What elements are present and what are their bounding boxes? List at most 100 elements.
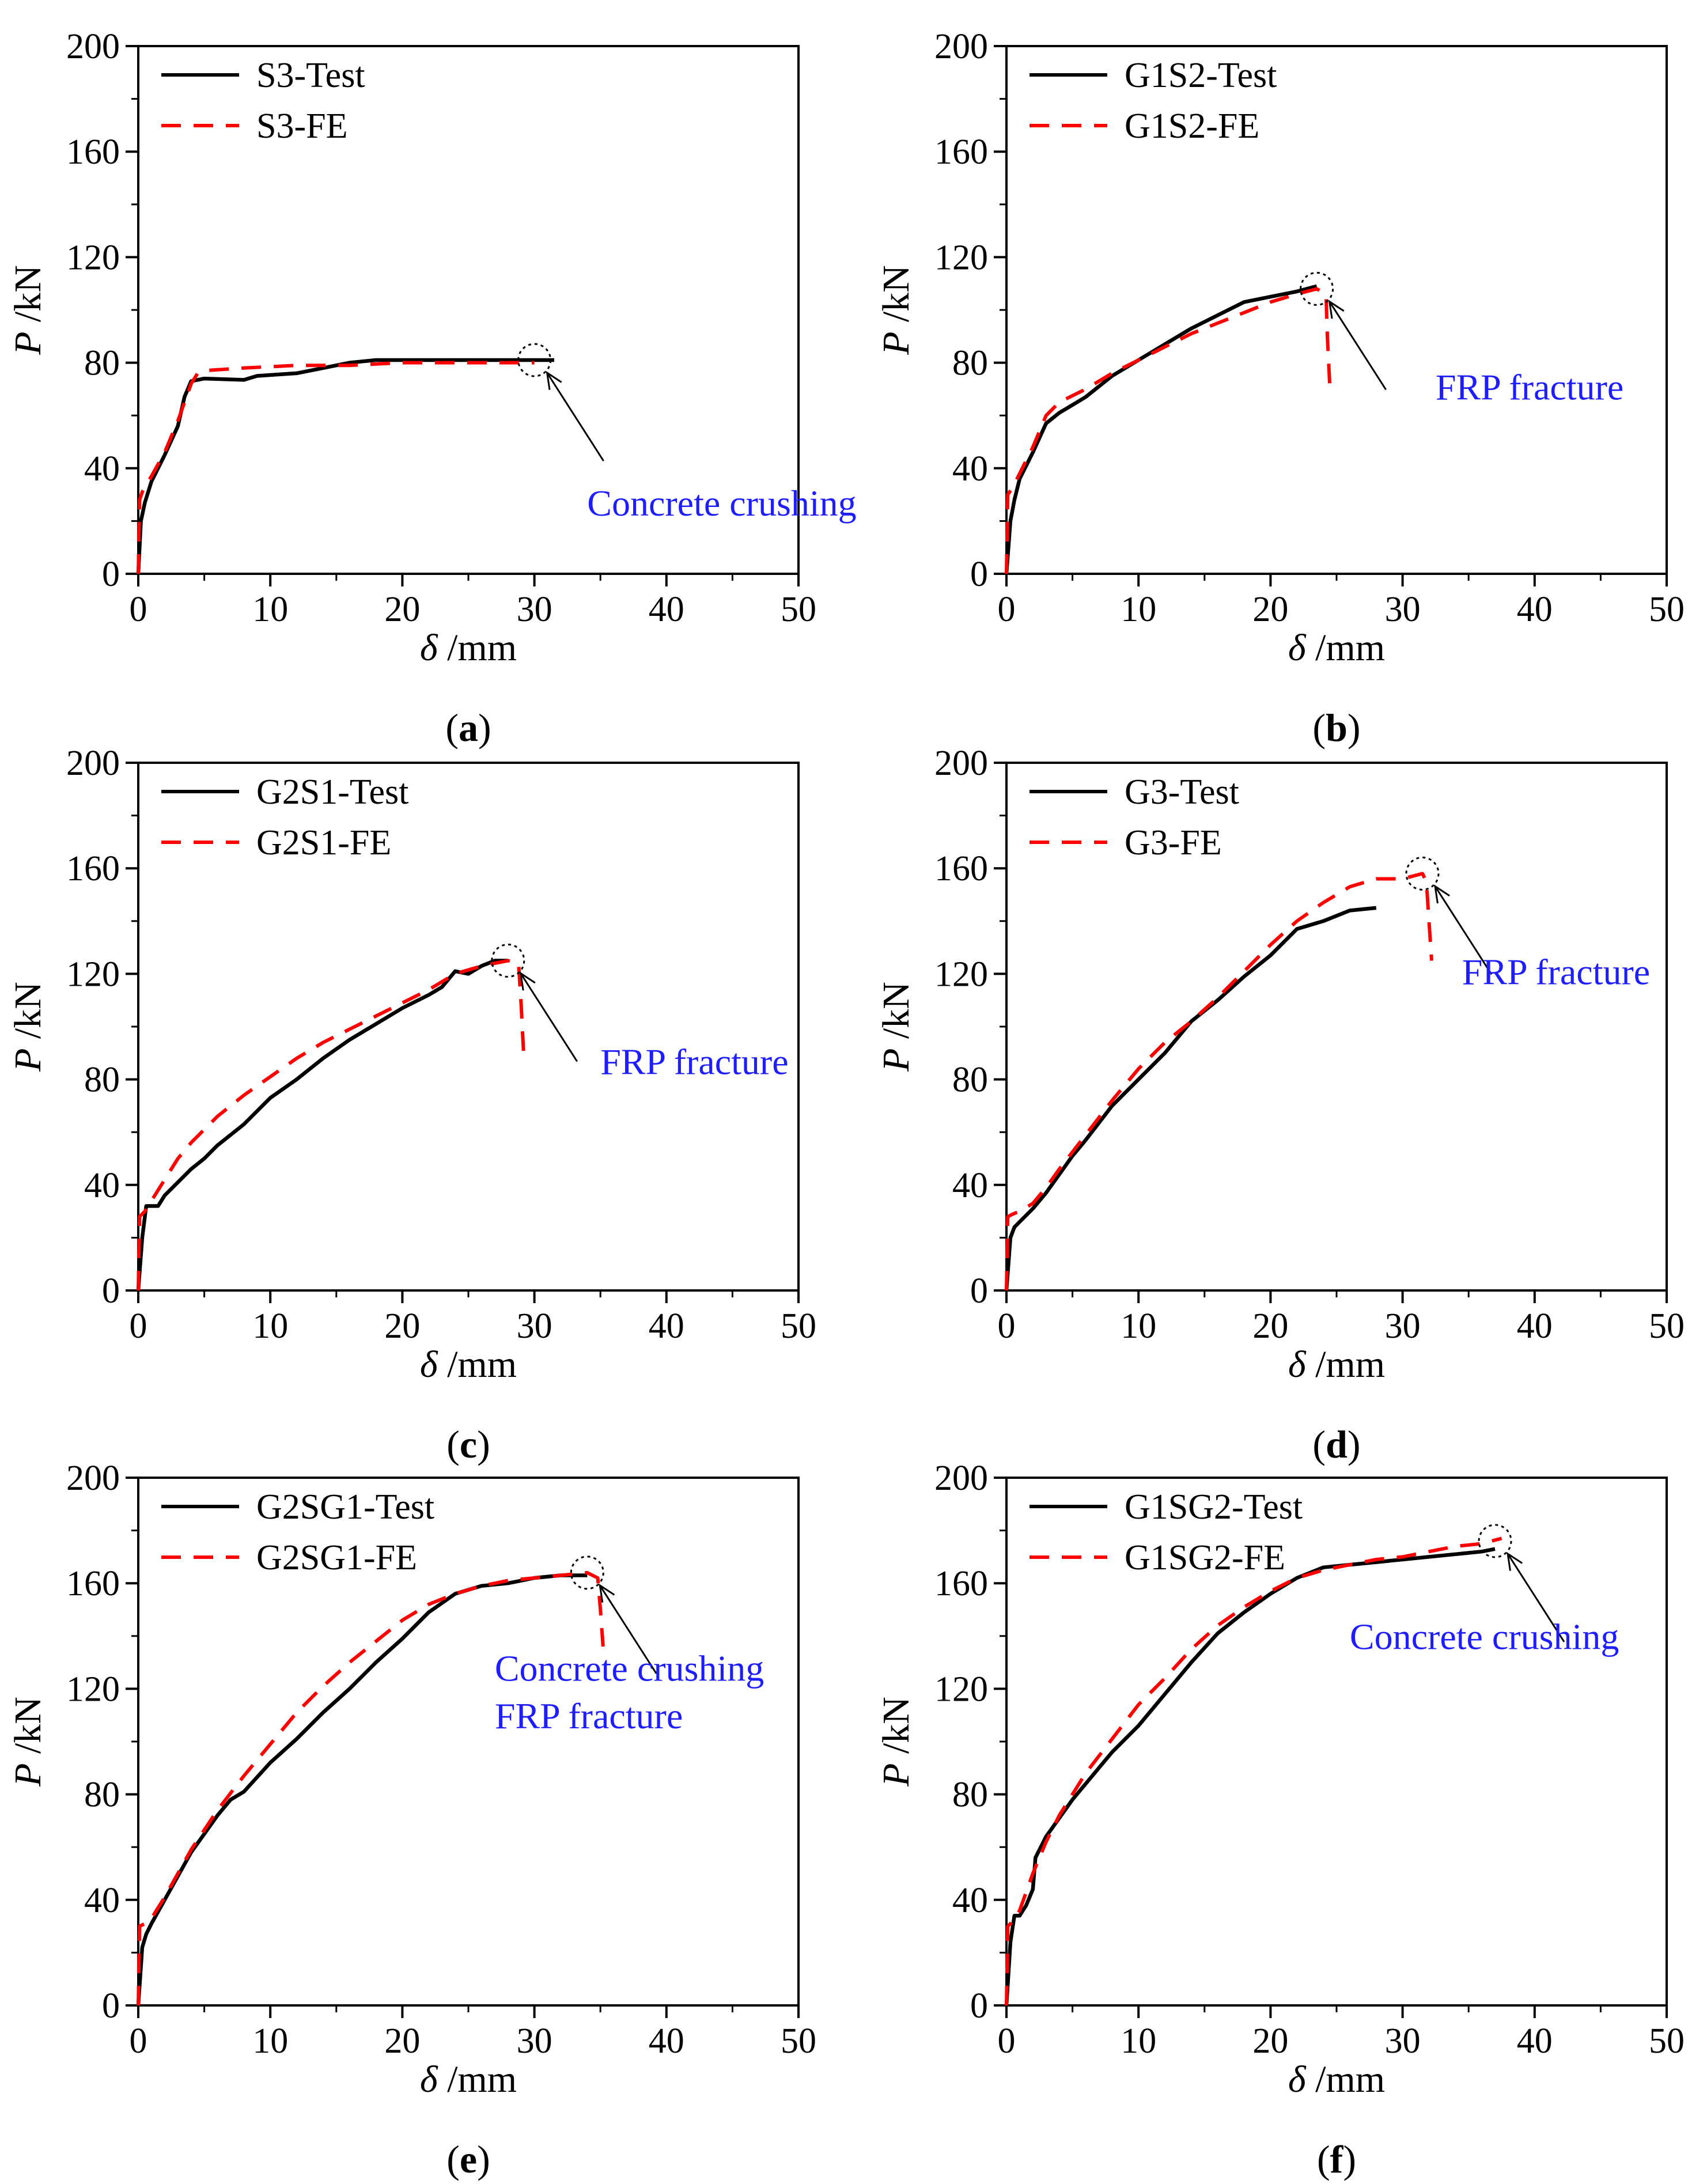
y-tick-label: 200 bbox=[934, 744, 988, 783]
annotation-label: Concrete crushing bbox=[587, 483, 856, 524]
x-tick-label: 10 bbox=[252, 590, 288, 629]
y-tick-label: 200 bbox=[66, 744, 120, 783]
panel-label: (f) bbox=[1317, 2137, 1356, 2181]
series-line-fe bbox=[1005, 287, 1332, 574]
series-line-fe bbox=[137, 959, 526, 1291]
chart-panel-c: 0 10 20 30 40 50 0 40 80 120 160 200 δ /mm P /kN G2S1-… bbox=[7, 744, 816, 1466]
series-line-fe bbox=[137, 361, 535, 574]
panel-label: (e) bbox=[446, 2137, 490, 2181]
y-axis-title: P /kN bbox=[875, 1697, 917, 1787]
annotation-label: FRP fracture bbox=[600, 1041, 788, 1082]
y-tick-label: 40 bbox=[952, 449, 988, 489]
y-tick-label: 80 bbox=[84, 1776, 120, 1815]
legend-label: S3-Test bbox=[256, 56, 365, 95]
series-line-test bbox=[1004, 906, 1377, 1291]
y-tick-label: 40 bbox=[952, 1166, 988, 1205]
panel-label: (a) bbox=[445, 706, 491, 750]
y-tick-label: 120 bbox=[66, 238, 120, 277]
annotation-circle bbox=[1405, 856, 1440, 891]
x-tick-label: 0 bbox=[130, 2022, 147, 2061]
y-tick-label: 0 bbox=[102, 1986, 120, 2026]
annotation-label: FRP fracture bbox=[1462, 952, 1650, 993]
series-line-fe bbox=[1005, 872, 1433, 1291]
y-tick-label: 40 bbox=[84, 1166, 120, 1205]
y-tick-label: 160 bbox=[66, 849, 120, 888]
chart-panel-e: 0 10 20 30 40 50 0 40 80 120 160 200 δ /mm P /kN G2SG1… bbox=[7, 1459, 816, 2181]
y-tick-label: 80 bbox=[952, 344, 988, 383]
annotation-arrow bbox=[1434, 885, 1493, 975]
annotation-arrowhead bbox=[546, 370, 562, 390]
x-tick-label: 0 bbox=[998, 2022, 1016, 2061]
x-tick-label: 20 bbox=[384, 2022, 420, 2061]
x-tick-label: 40 bbox=[649, 1307, 684, 1346]
annotation-circle bbox=[1478, 1524, 1512, 1558]
annotation-arrow bbox=[599, 1585, 657, 1674]
y-tick-label: 40 bbox=[84, 1881, 120, 1920]
y-tick-label: 120 bbox=[934, 1670, 988, 1709]
x-axis-title: δ /mm bbox=[1288, 627, 1385, 669]
y-tick-label: 80 bbox=[84, 344, 120, 383]
panel-label: (d) bbox=[1312, 1422, 1360, 1466]
annotation-arrow bbox=[1328, 301, 1387, 391]
x-tick-label: 10 bbox=[252, 2022, 288, 2061]
y-tick-label: 200 bbox=[934, 1459, 988, 1498]
annotation-arrowhead bbox=[519, 971, 536, 991]
x-tick-label: 30 bbox=[1385, 2022, 1421, 2061]
annotation-label: FRP fracture bbox=[1436, 367, 1623, 408]
annotation-circle bbox=[491, 944, 525, 978]
panel-label: (c) bbox=[446, 1422, 490, 1466]
legend-label: G3-Test bbox=[1125, 773, 1239, 812]
x-tick-label: 0 bbox=[130, 590, 147, 629]
y-tick-label: 0 bbox=[970, 1271, 988, 1311]
annotation-arrow bbox=[520, 972, 578, 1062]
series-line-test bbox=[1004, 284, 1318, 574]
chart-panel-f: 0 10 20 30 40 50 0 40 80 120 160 200 δ /mm P /kN G1SG2… bbox=[875, 1459, 1685, 2181]
x-tick-label: 30 bbox=[1385, 590, 1421, 629]
legend-label: G1S2-FE bbox=[1125, 107, 1259, 146]
x-tick-label: 20 bbox=[1252, 2022, 1288, 2061]
x-axis-title: δ /mm bbox=[420, 1343, 517, 1386]
x-tick-label: 30 bbox=[1385, 1307, 1421, 1346]
y-tick-label: 200 bbox=[934, 27, 988, 66]
annotation-circle bbox=[517, 343, 552, 377]
legend-label: G3-FE bbox=[1125, 823, 1222, 862]
x-tick-label: 50 bbox=[781, 2022, 816, 2061]
series-line-fe bbox=[137, 1570, 605, 2006]
y-tick-label: 120 bbox=[66, 955, 120, 994]
x-tick-label: 50 bbox=[1649, 2022, 1685, 2061]
x-tick-label: 10 bbox=[252, 1307, 288, 1346]
y-tick-label: 40 bbox=[952, 1881, 988, 1920]
legend-label: G2SG1-FE bbox=[256, 1538, 417, 1577]
x-tick-label: 20 bbox=[1252, 1307, 1288, 1346]
y-tick-label: 0 bbox=[970, 555, 988, 594]
annotation-label: Concrete crushing bbox=[495, 1648, 764, 1689]
y-tick-label: 80 bbox=[952, 1776, 988, 1815]
annotation-circle bbox=[570, 1555, 604, 1590]
series-line-test bbox=[136, 358, 554, 574]
series-line-test bbox=[136, 959, 508, 1291]
annotation-arrowhead bbox=[1433, 884, 1450, 904]
y-tick-label: 120 bbox=[934, 955, 988, 994]
y-tick-label: 200 bbox=[66, 27, 120, 66]
y-axis-title: P /kN bbox=[875, 265, 917, 355]
y-tick-label: 40 bbox=[84, 449, 120, 489]
x-tick-label: 0 bbox=[130, 1307, 147, 1346]
x-tick-label: 10 bbox=[1121, 590, 1156, 629]
y-tick-label: 160 bbox=[66, 1564, 120, 1603]
y-tick-label: 160 bbox=[934, 1564, 988, 1603]
y-tick-label: 0 bbox=[102, 555, 120, 594]
x-axis-title: δ /mm bbox=[1288, 2058, 1385, 2100]
annotation-label: FRP fracture bbox=[495, 1695, 683, 1736]
legend-label: S3-FE bbox=[256, 107, 347, 146]
x-tick-label: 30 bbox=[517, 590, 552, 629]
chart-panel-d: 0 10 20 30 40 50 0 40 80 120 160 200 δ /mm P /kN G3-Te… bbox=[875, 744, 1685, 1466]
y-axis-title: P /kN bbox=[7, 1697, 49, 1787]
x-tick-label: 50 bbox=[781, 590, 816, 629]
x-tick-label: 40 bbox=[1517, 1307, 1553, 1346]
x-tick-label: 40 bbox=[1517, 590, 1553, 629]
legend-label: G2S1-FE bbox=[256, 823, 391, 862]
y-tick-label: 0 bbox=[102, 1271, 120, 1311]
y-tick-label: 120 bbox=[66, 1670, 120, 1709]
x-tick-label: 40 bbox=[1517, 2022, 1553, 2061]
